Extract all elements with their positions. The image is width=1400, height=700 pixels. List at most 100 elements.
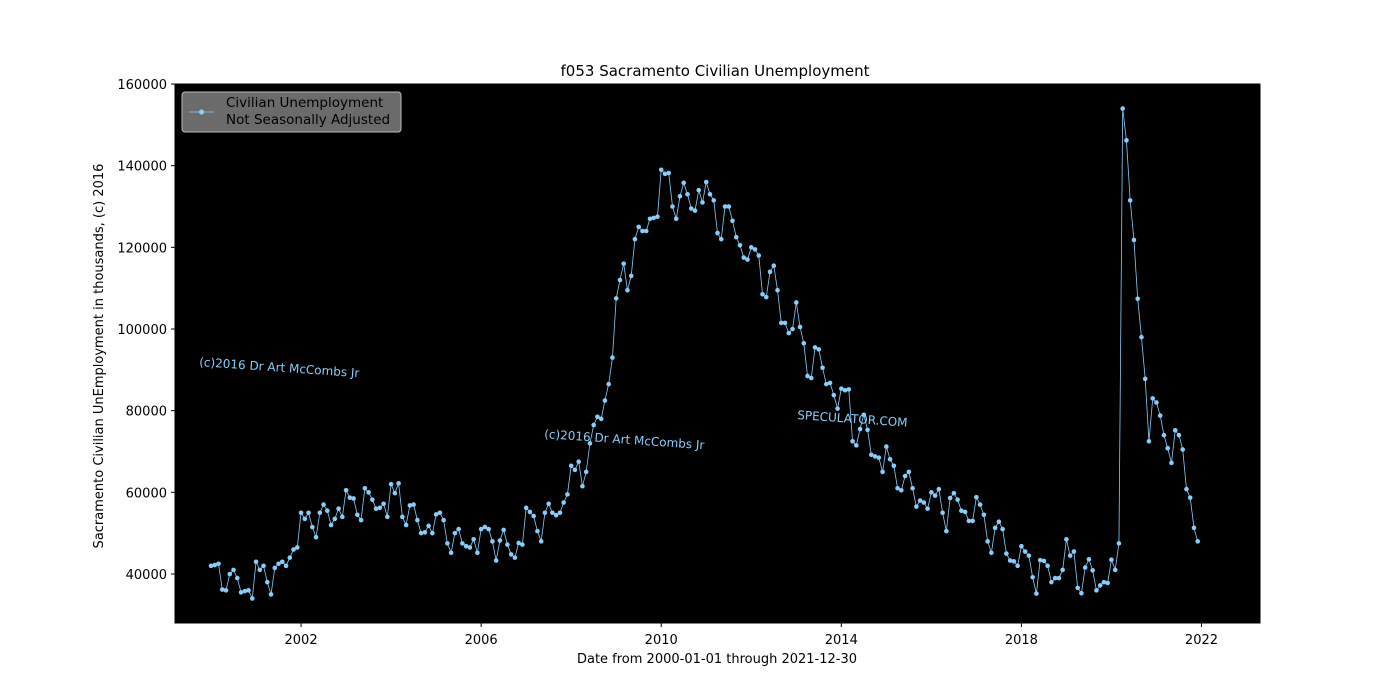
data-point: [816, 347, 822, 352]
data-point: [846, 387, 852, 392]
data-point: [722, 204, 728, 209]
data-point: [482, 524, 488, 530]
data-point: [880, 469, 885, 475]
data-point: [227, 571, 233, 577]
data-point: [219, 587, 225, 592]
data-point: [850, 438, 855, 444]
data-point: [628, 273, 634, 279]
data-point: [448, 550, 454, 556]
data-point: [591, 422, 596, 428]
data-point: [632, 236, 638, 242]
data-point: [715, 230, 720, 236]
data-point: [737, 242, 743, 248]
data-point: [808, 375, 814, 381]
data-point: [471, 536, 476, 542]
data-point: [418, 530, 424, 536]
data-point: [1060, 567, 1065, 573]
data-point: [1154, 400, 1159, 405]
data-point: [264, 579, 270, 585]
data-point: [441, 517, 446, 523]
data-point: [478, 526, 484, 532]
data-point: [1105, 580, 1110, 586]
data-point: [989, 550, 994, 556]
x-tick-label: 2006: [465, 633, 498, 648]
data-point: [595, 414, 600, 420]
data-point: [580, 483, 585, 489]
data-point: [1191, 525, 1197, 531]
data-point: [636, 224, 642, 230]
data-point: [1120, 106, 1125, 111]
data-point: [782, 320, 788, 326]
data-point: [673, 216, 679, 222]
data-point: [568, 463, 574, 469]
data-point: [1101, 579, 1107, 585]
data-point: [403, 522, 409, 528]
data-point: [733, 234, 739, 240]
data-point: [355, 512, 360, 518]
data-point: [977, 502, 983, 507]
legend: Civilian Unemployment Not Seasonally Adj…: [181, 91, 402, 133]
data-point: [703, 179, 709, 185]
data-point: [1030, 574, 1035, 580]
data-point: [1034, 591, 1039, 596]
data-point: [681, 180, 687, 186]
data-point: [456, 526, 461, 532]
data-point: [242, 588, 248, 594]
data-point: [1131, 237, 1137, 243]
data-point: [362, 485, 368, 491]
data-point: [377, 505, 383, 511]
y-tick-label: 40000: [126, 568, 167, 583]
data-point: [302, 516, 308, 522]
data-point: [223, 588, 229, 593]
data-point: [839, 386, 844, 391]
data-point: [805, 373, 810, 379]
data-point: [666, 170, 672, 176]
data-point: [598, 416, 604, 422]
data-point: [763, 294, 769, 300]
data-point: [1124, 138, 1129, 143]
data-point: [1011, 559, 1017, 564]
data-point: [718, 236, 724, 242]
data-point: [381, 501, 386, 507]
data-point: [861, 412, 867, 418]
data-point: [422, 530, 428, 535]
data-point: [497, 538, 503, 543]
data-point: [295, 545, 300, 550]
data-point: [310, 524, 315, 530]
data-point: [872, 454, 878, 459]
data-point: [962, 509, 968, 515]
legend-label-line-2: Not Seasonally Adjusted: [226, 112, 390, 128]
data-point: [253, 559, 259, 565]
data-point: [835, 406, 840, 411]
data-point: [583, 469, 589, 475]
data-point: [426, 523, 431, 529]
data-point: [606, 381, 611, 387]
data-point: [1157, 413, 1163, 418]
data-point: [246, 588, 251, 593]
data-point: [688, 206, 694, 211]
data-point: [696, 187, 702, 193]
y-tick-label: 80000: [126, 405, 167, 420]
x-tick-label: 2010: [645, 633, 678, 648]
data-point: [1180, 447, 1186, 452]
data-point: [707, 191, 713, 197]
data-point: [1165, 445, 1171, 451]
data-point: [831, 392, 837, 398]
data-point: [775, 287, 780, 293]
data-point: [347, 495, 353, 500]
data-point: [752, 247, 758, 252]
data-point: [1135, 296, 1140, 302]
data-point: [767, 269, 773, 275]
data-point: [557, 510, 563, 516]
data-point: [700, 200, 705, 205]
data-point: [508, 552, 514, 557]
y-tick-label: 140000: [117, 160, 167, 175]
data-point: [959, 508, 964, 514]
data-point: [467, 545, 473, 550]
data-point: [820, 365, 825, 371]
y-axis-title: Sacramento Civilian UnEmployment in thou…: [92, 164, 107, 549]
data-point: [430, 530, 435, 536]
data-point: [565, 492, 570, 497]
data-point: [921, 500, 927, 505]
data-point: [655, 214, 660, 220]
